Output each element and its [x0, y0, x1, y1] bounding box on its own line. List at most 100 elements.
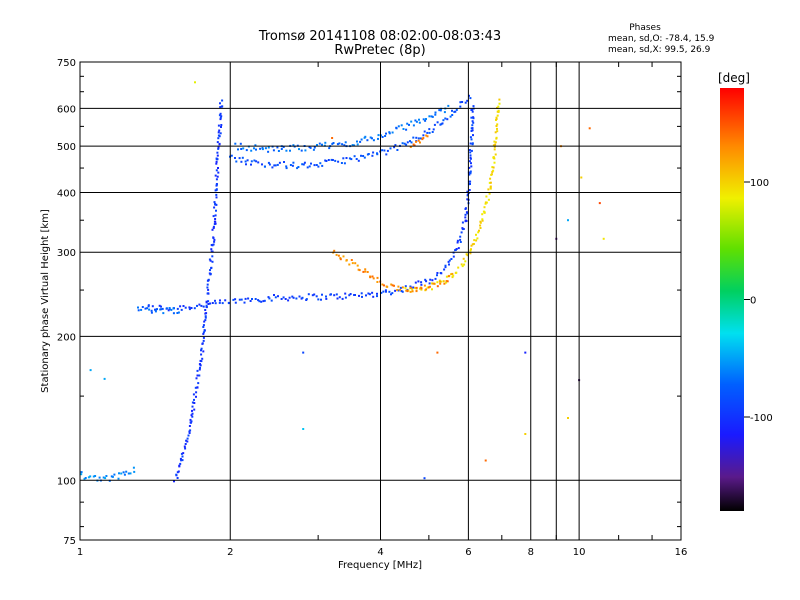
trace-point [420, 287, 423, 290]
trace-point [184, 306, 187, 309]
trace-point [196, 374, 199, 377]
trace-point [493, 161, 496, 164]
trace-point [214, 214, 217, 217]
trace-point [308, 146, 311, 148]
trace-point [319, 162, 322, 165]
trace-point [335, 293, 338, 296]
trace-point [353, 155, 356, 158]
trace-point [459, 241, 462, 243]
trace-point [469, 172, 472, 175]
trace-point [432, 128, 435, 131]
trace-point [298, 148, 300, 151]
trace-point [285, 149, 288, 152]
trace-point [383, 284, 385, 287]
trace-point [168, 307, 171, 309]
trace-point [312, 148, 315, 151]
y-tick-label: 750 [57, 58, 76, 69]
trace-point [441, 122, 444, 125]
trace-point [367, 292, 370, 295]
trace-point [454, 110, 457, 113]
trace-point [186, 440, 189, 443]
trace-point [215, 196, 218, 199]
trace-point [406, 122, 409, 125]
trace-point [445, 280, 448, 282]
trace-point [444, 264, 447, 267]
trace-point [193, 398, 195, 401]
trace-point [429, 285, 431, 288]
trace-point [431, 282, 434, 285]
trace-point [496, 114, 499, 117]
phase-box-o-mode: mean, sd,O: -78.4, 15.9 [608, 34, 715, 44]
trace-point [449, 115, 452, 118]
trace-point [406, 141, 409, 144]
trace-point [439, 282, 442, 285]
trace-point [219, 299, 221, 302]
trace-point [356, 140, 358, 143]
trace-point [399, 288, 402, 291]
trace-point [412, 124, 415, 127]
x-tick-label: 2 [227, 547, 233, 558]
trace-point [411, 290, 414, 293]
x-tick-label: 10 [573, 547, 586, 558]
trace-point [305, 298, 308, 301]
trace-point [470, 138, 473, 141]
trace-point [464, 260, 467, 263]
trace-point [301, 163, 304, 166]
trace-point [144, 307, 147, 310]
trace-point [409, 285, 412, 288]
trace-point [270, 299, 273, 302]
trace-point [350, 158, 353, 161]
trace-point [304, 149, 307, 152]
trace-point [357, 159, 360, 162]
trace-point [353, 144, 356, 147]
trace-point [331, 159, 334, 161]
trace-point [267, 146, 270, 149]
trace-point [440, 123, 443, 126]
trace-point [202, 339, 205, 342]
trace-point [424, 119, 427, 122]
trace-point [213, 238, 216, 241]
trace-point [391, 284, 394, 287]
trace-point [450, 273, 453, 276]
trace-point [469, 170, 472, 173]
trace-point [436, 281, 439, 284]
trace-point [221, 99, 224, 102]
trace-point [211, 244, 214, 247]
trace-point [215, 183, 218, 186]
trace-point [455, 271, 458, 274]
trace-point [191, 401, 194, 404]
trace-point [470, 130, 473, 132]
trace-point [217, 134, 220, 137]
trace-point [195, 391, 198, 394]
colorbar [720, 88, 744, 511]
trace-point [189, 429, 192, 432]
trace-point [195, 377, 198, 380]
trace-point [325, 160, 328, 162]
trace-point [272, 149, 275, 152]
trace-point [470, 244, 473, 247]
trace-point [205, 304, 208, 307]
trace-point [179, 457, 182, 460]
trace-point [372, 139, 375, 142]
trace-point [209, 302, 212, 305]
trace-point [489, 185, 492, 188]
trace-point [409, 290, 412, 293]
trace-point [205, 306, 208, 309]
trace-point [490, 173, 493, 176]
trace-point [367, 153, 370, 155]
trace-point [466, 212, 469, 215]
trace-point [264, 165, 266, 168]
trace-point [351, 262, 354, 265]
trace-point [325, 297, 328, 300]
trace-point [354, 294, 356, 296]
trace-point [276, 146, 279, 149]
trace-point [336, 143, 339, 146]
trace-point [356, 143, 359, 146]
trace-point [316, 144, 318, 146]
trace-point [303, 161, 306, 164]
trace-point [355, 158, 358, 160]
trace-point [472, 121, 475, 124]
trace-point [202, 332, 205, 335]
trace-point [364, 135, 367, 138]
trace-point [238, 298, 241, 301]
